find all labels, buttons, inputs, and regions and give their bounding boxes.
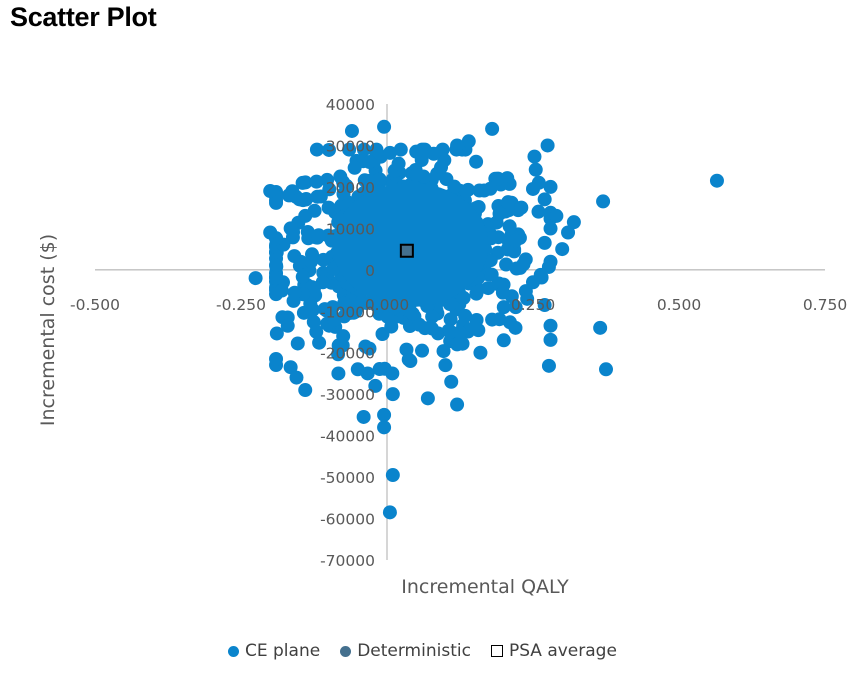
legend-item-ce-plane[interactable]: CE plane (228, 641, 320, 661)
svg-text:-0.500: -0.500 (70, 296, 120, 314)
tick-labels: -0.500 -0.250 0.000 0.250 0.500 0.750 40000 300… (70, 96, 847, 570)
svg-text:20000: 20000 (326, 179, 375, 197)
svg-text:0.500: 0.500 (657, 296, 701, 314)
legend-label: Deterministic (357, 641, 471, 661)
scatter-chart: -0.500 -0.250 0.000 0.250 0.500 0.750 40000 300… (37, 96, 847, 598)
svg-text:-20000: -20000 (320, 345, 375, 363)
svg-text:-60000: -60000 (320, 511, 375, 529)
svg-text:-0.250: -0.250 (216, 296, 266, 314)
legend-label: CE plane (245, 641, 321, 661)
page-title: Scatter Plot (10, 2, 157, 32)
legend-item-deterministic[interactable]: Deterministic (340, 641, 471, 661)
svg-text:-30000: -30000 (320, 386, 375, 404)
svg-text:-40000: -40000 (320, 428, 375, 446)
circle-marker-icon (340, 645, 352, 657)
psa-average-marker (399, 243, 414, 258)
svg-text:30000: 30000 (326, 137, 375, 155)
svg-text:-70000: -70000 (320, 552, 375, 570)
svg-text:0.000: 0.000 (365, 296, 409, 314)
y-axis-title: Incremental cost ($) (37, 234, 59, 426)
circle-marker-icon (228, 645, 239, 657)
svg-text:-50000: -50000 (320, 469, 375, 487)
legend-label: PSA average (508, 641, 617, 661)
chart-legend: CE plane Deterministic PSA average (228, 641, 617, 661)
svg-text:-10000: -10000 (320, 303, 375, 321)
x-axis-title: Incremental QALY (401, 576, 569, 598)
svg-text:0.250: 0.250 (511, 296, 555, 314)
svg-text:40000: 40000 (326, 96, 375, 114)
svg-text:10000: 10000 (326, 220, 375, 238)
square-marker-icon (490, 645, 503, 657)
svg-text:0.750: 0.750 (803, 296, 847, 314)
svg-text:0: 0 (365, 262, 375, 280)
legend-item-psa-average[interactable]: PSA average (490, 641, 617, 661)
